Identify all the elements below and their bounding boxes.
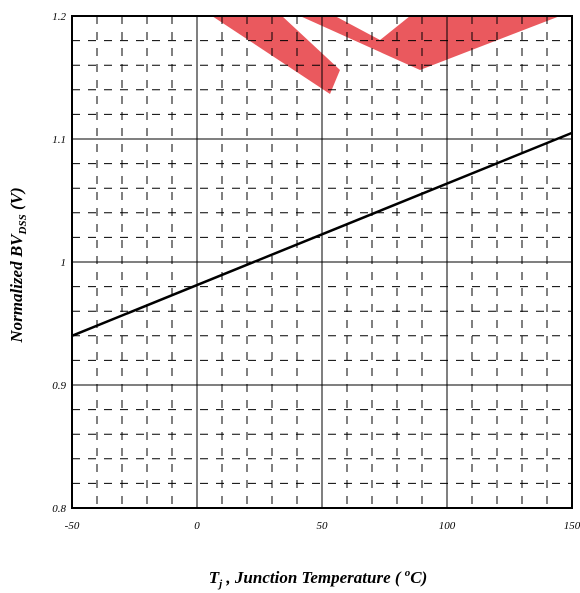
series-line <box>71 131 573 337</box>
x-axis-title-unit: C) <box>410 568 427 587</box>
x-axis-title: Tj , Junction Temperature ( oC) <box>209 567 428 590</box>
y-tick-label: 1.1 <box>52 134 66 146</box>
x-tick-label: 0 <box>194 520 200 532</box>
y-axis-title-subscript: DSS <box>17 214 29 235</box>
x-tick-label: -50 <box>65 520 80 532</box>
x-axis-title-main: , Junction Temperature ( <box>222 568 405 587</box>
x-axis-title-superscript: o <box>405 567 411 579</box>
x-tick-label: 50 <box>317 520 329 532</box>
y-tick-label: 0.9 <box>52 380 66 392</box>
y-tick-label: 1 <box>61 257 67 269</box>
grid <box>71 15 573 509</box>
x-tick-label: 150 <box>564 520 580 532</box>
y-tick-label: 0.8 <box>52 503 66 515</box>
plot-frame <box>71 15 573 509</box>
y-tick-label: 1.2 <box>52 11 66 23</box>
x-tick-label: 100 <box>439 520 456 532</box>
x-tick-labels: -50 0 50 100 150 <box>65 520 580 532</box>
x-axis-title-symbol: T <box>209 568 220 587</box>
y-axis-title: Normalized BVDSS (V) <box>7 187 29 343</box>
watermark-shape <box>335 16 410 40</box>
watermark <box>212 16 560 94</box>
series-layer <box>71 131 573 337</box>
x-axis-title-subscript: j <box>217 578 223 590</box>
watermark-shape <box>212 16 340 94</box>
y-axis-title-unit: (V) <box>7 187 26 214</box>
y-axis-title-main: Normalized BV <box>7 233 26 344</box>
watermark-shape <box>300 16 560 70</box>
y-tick-labels: 0.8 0.9 1 1.1 1.2 <box>52 11 66 515</box>
